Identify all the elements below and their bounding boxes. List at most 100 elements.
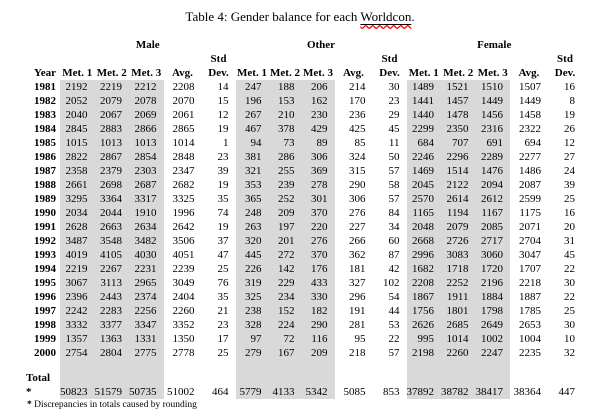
value-cell: 16 (564, 207, 575, 219)
table-row: 1986 2822 2867 2854 2848 23 381 286 306 324 50 2246… (26, 150, 582, 164)
value-cell: 290 (349, 179, 366, 191)
year-cell: 1985 (34, 137, 56, 149)
spacer-cell (441, 360, 476, 371)
value-cell: 176 (301, 262, 335, 276)
value-cell: 2965 (129, 276, 164, 290)
value-cell: 2668 (406, 234, 441, 248)
value-cell: 266 (349, 235, 366, 247)
value-cell: 182 (301, 304, 335, 318)
value-cell: 2845 (60, 122, 95, 136)
value-cell: 369 (301, 164, 335, 178)
footnote-text: Discrepancies in totals caused by roundi… (31, 400, 197, 410)
column-header-avg: Avg. (343, 67, 364, 79)
year-cell: 1988 (34, 179, 56, 191)
column-header-met1: Met. 1 (408, 67, 439, 79)
year-cell: 1981 (34, 81, 56, 93)
spacer-cell (129, 360, 164, 371)
value-cell: 206 (301, 80, 335, 94)
value-cell: 1013 (129, 136, 164, 150)
value-cell: 2698 (94, 178, 129, 192)
value-cell: 3060 (475, 248, 510, 262)
table-row: 1987 2358 2379 2303 2347 39 321 255 369 315 57 1469… (26, 164, 582, 178)
value-cell: 2687 (129, 178, 164, 192)
footnote-marker: * (27, 400, 32, 410)
year-cell: 1990 (34, 207, 56, 219)
value-cell: 25 (217, 263, 229, 275)
value-cell: 2260 (441, 346, 476, 360)
value-cell: 263 (235, 220, 269, 234)
value-cell: 19 (217, 123, 229, 135)
value-cell: 162 (301, 94, 335, 108)
value-cell: 94 (235, 136, 269, 150)
value-cell: 3487 (60, 234, 95, 248)
value-cell: 2682 (172, 179, 195, 191)
value-cell: 2069 (129, 108, 164, 122)
value-cell: 24 (564, 165, 575, 177)
value-cell: 278 (301, 178, 335, 192)
value-cell: 255 (268, 164, 302, 178)
value-cell: 39 (217, 165, 229, 177)
value-cell: 35 (217, 193, 229, 205)
total-value-cell: 50735 (129, 371, 164, 399)
year-cell: 1989 (34, 193, 56, 205)
value-cell: 2034 (60, 206, 95, 220)
table-row: 1988 2661 2698 2687 2682 19 353 239 278 290 58 2045… (26, 178, 582, 192)
value-cell: 201 (268, 234, 302, 248)
table-row: 1999 1357 1363 1331 1350 17 97 72 116 95 22 995 1014… (26, 332, 582, 346)
value-cell: 1441 (406, 94, 441, 108)
value-cell: 60 (388, 235, 400, 247)
value-cell: 2303 (129, 164, 164, 178)
table-row: 1996 2396 2443 2374 2404 35 325 234 330 296 54 1867… (26, 290, 582, 304)
value-cell: 1682 (406, 262, 441, 276)
value-cell: 1514 (441, 164, 476, 178)
value-cell: 1357 (60, 332, 95, 346)
table-title: Table 4: Gender balance for each Worldco… (0, 0, 600, 25)
value-cell: 467 (235, 122, 269, 136)
value-cell: 3482 (129, 234, 164, 248)
value-cell: 73 (268, 136, 302, 150)
year-cell: 1993 (34, 249, 56, 261)
value-cell: 1867 (406, 290, 441, 304)
value-cell: 2822 (60, 150, 95, 164)
value-cell: 2087 (519, 179, 541, 191)
value-cell: 3067 (60, 276, 95, 290)
value-cell: 196 (235, 94, 269, 108)
value-cell: 378 (268, 122, 302, 136)
value-cell: 1350 (172, 333, 195, 345)
value-cell: 102 (383, 277, 400, 289)
value-cell: 19 (217, 221, 229, 233)
table-row: 1984 2845 2883 2866 2865 19 467 378 429 425 45 2299… (26, 122, 582, 136)
table-row: 1993 4019 4105 4030 4051 47 445 272 370 362 87 2996… (26, 248, 582, 262)
value-cell: 3317 (129, 192, 164, 206)
value-cell: 236 (349, 109, 366, 121)
value-cell: 2404 (172, 291, 195, 303)
total-value-cell: 5342 (301, 371, 335, 399)
value-cell: 2256 (129, 304, 164, 318)
spacer-cell (235, 360, 269, 371)
value-cell: 2599 (519, 193, 541, 205)
value-cell: 2570 (406, 192, 441, 206)
value-cell: 1440 (406, 108, 441, 122)
total-value-cell: 38364 (513, 386, 542, 398)
spellcheck-wavy-underline: Worldcon (360, 9, 411, 24)
column-header-avg: Avg. (172, 67, 193, 79)
value-cell: 2078 (129, 94, 164, 108)
std-label-line1: Std (381, 53, 398, 65)
value-cell: 306 (349, 193, 366, 205)
value-cell: 191 (349, 305, 366, 317)
value-cell: 16 (564, 81, 575, 93)
value-cell: 2661 (60, 178, 95, 192)
table-head: Male Other Female Year Met. 1 Met. 2 Met… (26, 38, 582, 80)
value-cell: 209 (268, 206, 302, 220)
value-cell: 47 (217, 249, 229, 261)
spacer-cell (510, 360, 548, 371)
value-cell: 45 (564, 249, 575, 261)
std-label-line1: Std (210, 53, 227, 65)
value-cell: 2883 (94, 122, 129, 136)
value-cell: 2247 (475, 346, 510, 360)
spacer-row (26, 360, 582, 371)
value-cell: 1014 (172, 137, 195, 149)
value-cell: 2996 (406, 248, 441, 262)
spacer-cell (335, 360, 373, 371)
table-row: 1983 2040 2067 2069 2061 12 267 210 230 236 29 1440… (26, 108, 582, 122)
